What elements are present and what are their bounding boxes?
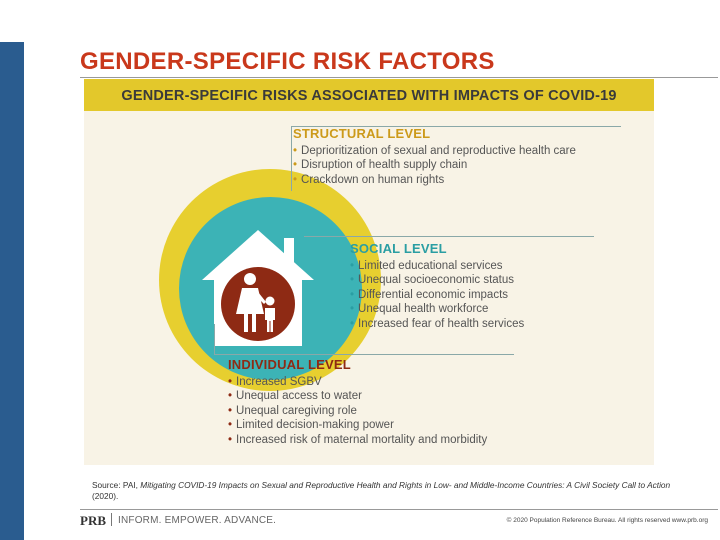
- list-item: • Increased risk of maternal mortality an…: [228, 433, 488, 446]
- structural-connector: [291, 126, 292, 191]
- list-item: • Unequal socioeconomic status: [350, 274, 515, 287]
- copyright-notice: © 2020 Population Reference Bureau. All …: [506, 517, 708, 524]
- list-item: • Limited decision-making power: [228, 419, 394, 432]
- side-accent-bar: [0, 42, 24, 540]
- house-icon: [202, 230, 314, 346]
- footer-separator: [111, 513, 112, 526]
- source-citation: Source: PAI, Mitigating COVID-19 Impacts…: [92, 480, 671, 501]
- risk-infographic: GENDER-SPECIFIC RISKS ASSOCIATED WITH IM…: [84, 79, 654, 465]
- structural-level-block: STRUCTURAL LEVEL • Deprioritization of se…: [293, 126, 576, 187]
- source-title: Mitigating COVID-19 Impacts on Sexual an…: [140, 480, 671, 490]
- individual-connector: [214, 324, 215, 354]
- list-item: • Increased fear of health services: [350, 317, 525, 330]
- list-item: • Unequal access to water: [228, 390, 362, 403]
- prb-logo: PRB: [80, 513, 106, 528]
- infographic-header-text: GENDER-SPECIFIC RISKS ASSOCIATED WITH IM…: [121, 88, 617, 104]
- structural-connector-line: [291, 126, 621, 127]
- individual-level-heading: INDIVIDUAL LEVEL: [228, 357, 351, 372]
- list-item: • Differential economic impacts: [350, 288, 509, 301]
- mother-and-child-icon: [236, 273, 275, 332]
- individual-connector-line: [214, 354, 514, 355]
- social-level-list: • Limited educational services • Unequal s…: [350, 259, 524, 331]
- list-item: • Limited educational services: [350, 260, 503, 272]
- list-item: • Increased SGBV: [228, 376, 322, 388]
- list-item: • Deprioritization of sexual and reproduc…: [293, 145, 576, 157]
- title-divider: [80, 77, 718, 78]
- footer-tagline: INFORM. EMPOWER. ADVANCE.: [118, 515, 277, 526]
- social-level-block: SOCIAL LEVEL • Limited educational servic…: [350, 241, 524, 331]
- list-item: • Unequal health workforce: [350, 303, 489, 316]
- footer-divider: [80, 509, 718, 510]
- social-level-heading: SOCIAL LEVEL: [350, 241, 447, 256]
- individual-level-list: • Increased SGBV • Unequal access to water…: [228, 375, 487, 447]
- slide-title: GENDER-SPECIFIC RISK FACTORS: [80, 48, 495, 75]
- structural-level-list: • Deprioritization of sexual and reproduc…: [293, 144, 576, 187]
- list-item: • Unequal caregiving role: [228, 404, 357, 417]
- infographic-header-bar: GENDER-SPECIFIC RISKS ASSOCIATED WITH IM…: [84, 79, 654, 111]
- social-connector-line: [304, 236, 594, 237]
- list-item: • Crackdown on human rights: [293, 173, 445, 186]
- structural-level-heading: STRUCTURAL LEVEL: [293, 126, 431, 141]
- individual-level-block: INDIVIDUAL LEVEL • Increased SGBV • Unequa…: [228, 357, 487, 447]
- list-item: • Disruption of health supply chain: [293, 159, 468, 172]
